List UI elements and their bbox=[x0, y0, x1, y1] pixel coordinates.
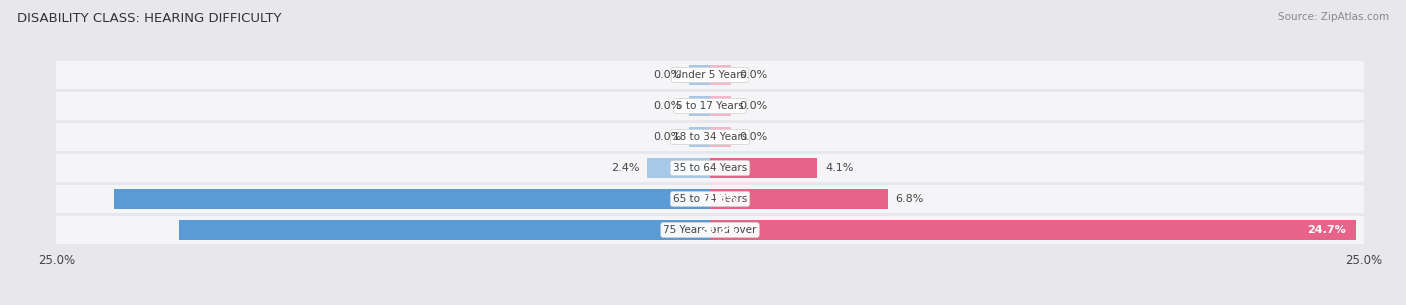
Text: 0.0%: 0.0% bbox=[738, 101, 768, 111]
Bar bbox=[56, 185, 1364, 213]
Text: DISABILITY CLASS: HEARING DIFFICULTY: DISABILITY CLASS: HEARING DIFFICULTY bbox=[17, 12, 281, 25]
Bar bbox=[710, 96, 731, 116]
Bar bbox=[56, 216, 1364, 244]
Bar bbox=[179, 220, 710, 239]
Bar bbox=[689, 127, 710, 147]
Bar bbox=[689, 66, 710, 85]
Text: Source: ZipAtlas.com: Source: ZipAtlas.com bbox=[1278, 12, 1389, 22]
Legend: Male, Female: Male, Female bbox=[643, 304, 778, 305]
Bar bbox=[710, 127, 731, 147]
Text: 22.8%: 22.8% bbox=[700, 194, 738, 204]
Text: 35 to 64 Years: 35 to 64 Years bbox=[673, 163, 747, 173]
Text: 24.7%: 24.7% bbox=[1306, 225, 1346, 235]
Bar bbox=[56, 92, 1364, 120]
Text: 0.0%: 0.0% bbox=[652, 101, 682, 111]
Bar bbox=[56, 154, 1364, 182]
Bar bbox=[647, 158, 710, 178]
Text: 0.0%: 0.0% bbox=[738, 70, 768, 80]
Text: 20.3%: 20.3% bbox=[700, 225, 738, 235]
Text: Under 5 Years: Under 5 Years bbox=[673, 70, 747, 80]
Text: 65 to 74 Years: 65 to 74 Years bbox=[673, 194, 747, 204]
Bar bbox=[710, 158, 817, 178]
Bar bbox=[56, 61, 1364, 89]
Text: 75 Years and over: 75 Years and over bbox=[664, 225, 756, 235]
Text: 0.0%: 0.0% bbox=[652, 132, 682, 142]
Text: 0.0%: 0.0% bbox=[652, 70, 682, 80]
Text: 0.0%: 0.0% bbox=[738, 132, 768, 142]
Bar bbox=[114, 189, 710, 209]
Text: 2.4%: 2.4% bbox=[612, 163, 640, 173]
Text: 6.8%: 6.8% bbox=[896, 194, 924, 204]
Text: 4.1%: 4.1% bbox=[825, 163, 853, 173]
Bar bbox=[56, 123, 1364, 151]
Text: 18 to 34 Years: 18 to 34 Years bbox=[673, 132, 747, 142]
Text: 5 to 17 Years: 5 to 17 Years bbox=[676, 101, 744, 111]
Bar bbox=[710, 189, 887, 209]
Bar bbox=[710, 66, 731, 85]
Bar bbox=[689, 96, 710, 116]
Bar bbox=[710, 220, 1355, 239]
